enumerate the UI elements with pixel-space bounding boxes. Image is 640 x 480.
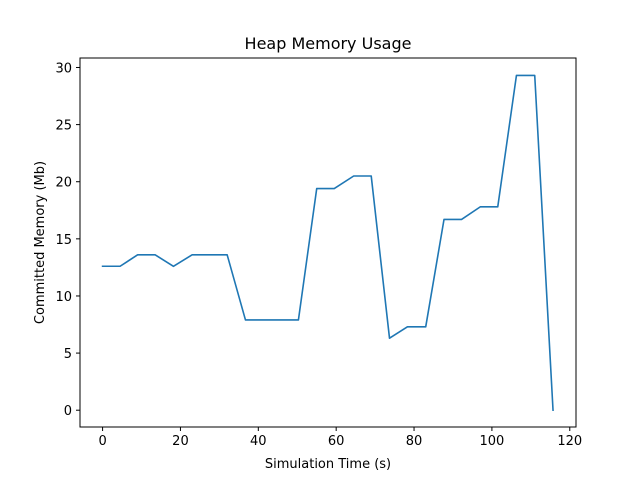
x-tick-label: 40 [250,434,267,449]
y-tick-label: 30 [55,61,72,76]
x-tick-label: 80 [406,434,423,449]
x-tick-label: 120 [557,434,582,449]
chart-title: Heap Memory Usage [245,34,412,53]
x-tick-label: 0 [98,434,106,449]
x-tick-label: 100 [479,434,504,449]
x-tick-label: 20 [172,434,189,449]
x-axis-label: Simulation Time (s) [265,457,391,472]
axes-frame [79,57,577,428]
x-tick-label: 60 [328,434,345,449]
y-axis-label: Committed Memory (Mb) [33,161,48,324]
y-tick-label: 0 [64,404,72,419]
y-tick-label: 20 [55,176,72,191]
series-line [101,74,554,412]
plot-area [101,74,554,412]
x-axis: 0 20 40 60 80 100 120 [98,427,582,449]
y-tick-label: 15 [55,233,72,248]
y-tick-label: 5 [64,347,72,362]
y-axis: 0 5 10 15 20 25 30 [55,61,80,419]
y-tick-label: 25 [55,119,72,134]
y-tick-label: 10 [55,290,72,305]
